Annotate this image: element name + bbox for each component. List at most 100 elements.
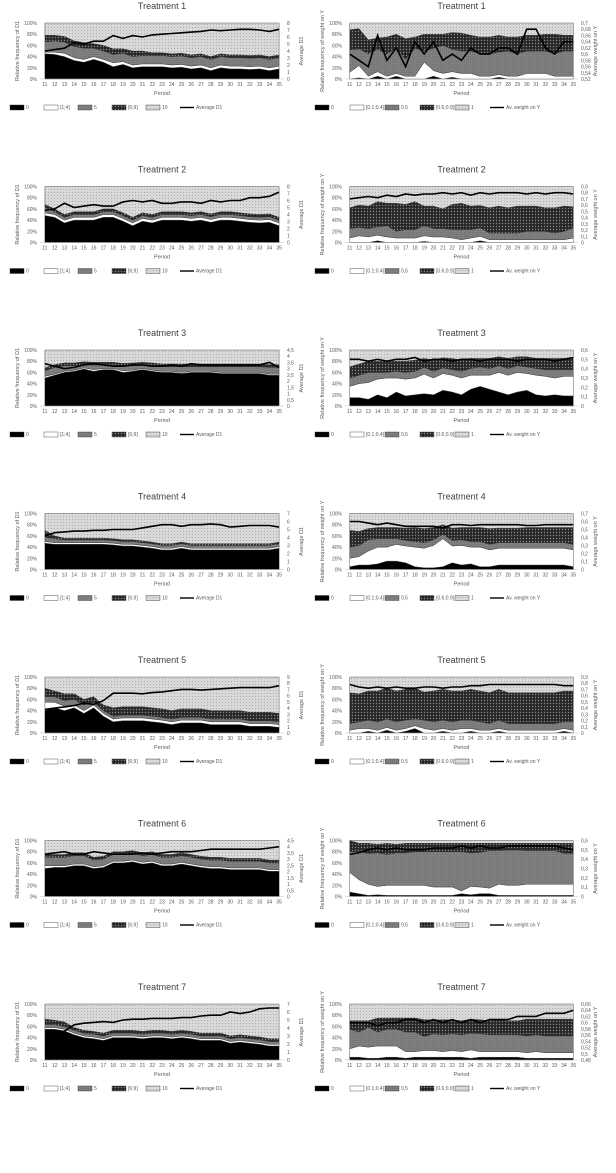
x-tick-label: 32 — [543, 900, 549, 906]
x-tick-label: 26 — [487, 82, 493, 88]
x-tick-label: 22 — [149, 736, 155, 742]
x-tick-label: 33 — [552, 1063, 558, 1069]
legend-swatch — [43, 922, 59, 928]
y-tick-label: 100% — [24, 839, 37, 845]
x-tick-label: 14 — [71, 573, 77, 579]
y2-axis-label: Average D1 — [299, 527, 305, 556]
x-tick-label: 17 — [101, 900, 107, 906]
x-tick-label: 32 — [543, 573, 549, 579]
legend-swatch — [419, 104, 435, 111]
x-tick-label: 23 — [159, 1063, 165, 1069]
y2-tick-label: 0 — [287, 241, 290, 247]
y-tick-label: 60% — [332, 534, 343, 540]
x-tick-label: 23 — [459, 736, 465, 742]
x-tick-label: 12 — [356, 409, 362, 415]
x-tick-label: 26 — [188, 736, 194, 742]
x-tick-label: 29 — [515, 409, 521, 415]
chart-title: Treatment 2 — [437, 165, 485, 175]
x-tick-label: 13 — [366, 736, 372, 742]
y-tick-label: 60% — [27, 1024, 38, 1030]
chart-title: Treatment 3 — [437, 328, 485, 338]
x-tick-label: 31 — [237, 246, 243, 252]
x-tick-label: 15 — [384, 409, 390, 415]
y2-tick-label: 0 — [287, 731, 290, 737]
x-tick-label: 24 — [169, 573, 175, 579]
legend-label: 5 — [94, 269, 97, 275]
average-line — [349, 845, 574, 856]
chart-panel-12: Treatment 6 0% 20% 40% 60% 80% 100% 0 0,1 0,2 0,3 0… — [314, 819, 599, 929]
y-tick-label: 60% — [332, 370, 343, 376]
legend-swatch — [145, 431, 161, 438]
legend-label: 10 — [162, 1086, 168, 1092]
chart-title: Treatment 5 — [437, 655, 485, 665]
legend-label: 0 — [26, 759, 29, 765]
x-tick-label: 30 — [524, 900, 530, 906]
x-tick-label: 31 — [533, 900, 539, 906]
x-tick-label: 24 — [468, 573, 474, 579]
legend-swatch — [111, 431, 127, 438]
legend-label: ]0.1;0.4] — [366, 923, 385, 929]
y2-axis-label: Average weight on Y — [593, 25, 599, 76]
x-tick-label: 35 — [571, 1063, 577, 1069]
x-tick-label: 20 — [431, 409, 437, 415]
x-tick-label: 19 — [421, 900, 427, 906]
x-tick-label: 30 — [228, 246, 234, 252]
x-tick-label: 12 — [52, 1063, 58, 1069]
y2-tick-label: 4 — [287, 706, 290, 712]
chart-title: Treatment 2 — [138, 165, 186, 175]
x-tick-label: 35 — [571, 82, 577, 88]
x-tick-label: 25 — [179, 736, 185, 742]
legend-swatch — [419, 922, 435, 928]
legend-label: 0 — [26, 923, 29, 929]
x-tick-label: 16 — [91, 1063, 97, 1069]
y2-tick-label: 0,5 — [581, 700, 588, 706]
legend-label: 0 — [331, 923, 334, 929]
x-tick-label: 18 — [412, 736, 418, 742]
x-tick-label: 33 — [257, 409, 263, 415]
y-tick-label: 0% — [335, 1058, 343, 1064]
y-tick-label: 20% — [27, 229, 38, 235]
legend-swatch — [145, 268, 161, 274]
x-tick-label: 35 — [571, 246, 577, 252]
y-tick-label: 80% — [27, 523, 38, 529]
x-tick-label: 22 — [149, 900, 155, 906]
legend-label: 1 — [471, 596, 474, 602]
y-tick-label: 80% — [332, 359, 343, 365]
x-tick-label: 31 — [237, 736, 243, 742]
legend-label: 0 — [331, 105, 334, 111]
x-tick-label: 17 — [403, 1063, 409, 1069]
x-tick-label: 12 — [356, 573, 362, 579]
legend-swatch — [43, 104, 59, 111]
legend-label: 1 — [471, 759, 474, 765]
x-tick-label: 11 — [42, 736, 47, 742]
y2-tick-label: 0,7 — [581, 512, 588, 518]
chart-title: Treatment 7 — [138, 982, 186, 992]
y-tick-label: 80% — [27, 850, 38, 856]
x-tick-label: 23 — [459, 900, 465, 906]
x-tick-label: 12 — [52, 736, 58, 742]
legend-swatch — [77, 104, 93, 111]
x-tick-label: 24 — [169, 900, 175, 906]
x-tick-label: 20 — [431, 900, 437, 906]
x-tick-label: 26 — [487, 573, 493, 579]
x-tick-label: 30 — [524, 82, 530, 88]
x-tick-label: 26 — [188, 409, 194, 415]
y-tick-label: 0% — [335, 241, 343, 247]
x-tick-label: 29 — [515, 900, 521, 906]
legend-swatch — [454, 758, 470, 765]
y2-axis-label: Average D1 — [299, 364, 305, 393]
x-tick-label: 21 — [140, 573, 146, 579]
x-tick-label: 32 — [247, 573, 253, 579]
x-tick-label: 12 — [52, 82, 58, 88]
x-tick-label: 19 — [120, 736, 126, 742]
x-tick-label: 11 — [347, 573, 352, 579]
y-tick-label: 0% — [335, 895, 343, 901]
y2-tick-label: 0,6 — [581, 348, 588, 354]
x-axis-label: Period — [454, 1072, 470, 1078]
y-tick-label: 60% — [27, 697, 38, 703]
y2-tick-label: 4 — [287, 354, 290, 360]
x-tick-label: 16 — [393, 573, 399, 579]
x-tick-label: 33 — [257, 246, 263, 252]
chart-panel-9: Treatment 50%20%40%60%80%100%01234567891… — [9, 655, 305, 765]
